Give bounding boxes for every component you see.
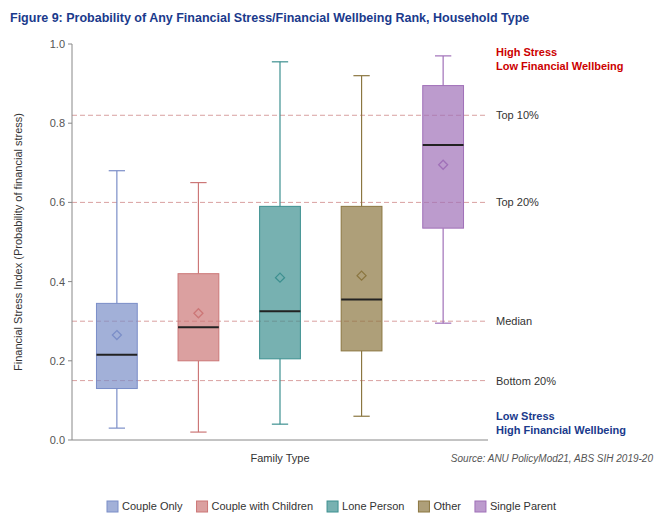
box-group (178, 183, 219, 432)
chart: Figure 9: Probability of Any Financial S… (0, 0, 663, 526)
mean-marker (357, 271, 366, 280)
whisker-cap (109, 428, 125, 429)
mean-marker (276, 273, 285, 282)
annotation: High StressLow Financial Wellbeing (496, 46, 624, 72)
median (260, 310, 301, 312)
box-group (96, 171, 137, 428)
y-tick-label: 0.6 (50, 196, 65, 208)
whisker-cap (190, 182, 206, 183)
mean-marker (439, 160, 448, 169)
box (260, 206, 301, 358)
median (423, 144, 464, 146)
y-tick (68, 123, 72, 124)
y-tick-label: 0.0 (50, 434, 65, 446)
legend-label: Couple with Children (212, 500, 314, 512)
median (178, 326, 219, 328)
whisker (361, 351, 362, 416)
whisker (198, 361, 199, 432)
legend-label: Other (433, 500, 461, 512)
box-group (341, 76, 382, 417)
whisker (361, 76, 362, 207)
y-tick (68, 281, 72, 282)
box-group (260, 62, 301, 424)
whisker-cap (353, 75, 369, 76)
legend-label: Lone Person (342, 500, 404, 512)
legend-swatch (107, 501, 118, 512)
y-tick (68, 44, 72, 45)
whisker (116, 389, 117, 429)
mean-marker (194, 309, 203, 318)
legend-swatch (418, 501, 429, 512)
annotation: Low StressHigh Financial Wellbeing (496, 410, 626, 436)
box (423, 86, 464, 229)
whisker-cap (353, 416, 369, 417)
reference-label: Median (496, 315, 532, 327)
median (96, 354, 137, 356)
legend-swatch (475, 501, 486, 512)
legend-swatch (327, 501, 338, 512)
source: Source: ANU PolicyMod21, ABS SIH 2019-20 (451, 453, 654, 464)
y-tick-label: 1.0 (50, 38, 65, 50)
y-axis-label: Financial Stress Index (Probability of f… (12, 113, 24, 371)
whisker-cap (109, 170, 125, 171)
whisker-cap (435, 55, 451, 56)
box-group (423, 56, 464, 323)
box (96, 303, 137, 388)
whisker-cap (272, 424, 288, 425)
whisker (279, 62, 280, 207)
y-tick (68, 360, 72, 361)
whisker (198, 183, 199, 274)
whisker (443, 228, 444, 323)
reference-label: Top 10% (496, 109, 539, 121)
reference-label: Top 20% (496, 196, 539, 208)
whisker (116, 171, 117, 304)
whisker (443, 56, 444, 86)
y-tick-label: 0.4 (50, 276, 65, 288)
mean-marker (112, 331, 121, 340)
box (178, 274, 219, 361)
whisker-cap (272, 61, 288, 62)
y-tick-label: 0.2 (50, 355, 65, 367)
y-tick-label: 0.8 (50, 117, 65, 129)
whisker-cap (435, 323, 451, 324)
y-axis (72, 44, 73, 440)
legend-swatch (197, 501, 208, 512)
whisker (279, 359, 280, 424)
plot-area (72, 56, 488, 432)
y-tick (68, 202, 72, 203)
legend: Couple Only Couple with Children Lone Pers… (107, 500, 556, 512)
median (341, 298, 382, 300)
y-tick (68, 440, 72, 441)
title: Figure 9: Probability of Any Financial S… (10, 11, 529, 25)
box (341, 206, 382, 351)
legend-label: Single Parent (490, 500, 556, 512)
legend-label: Couple Only (122, 500, 183, 512)
x-axis-label: Family Type (250, 452, 309, 464)
reference-label: Bottom 20% (496, 375, 556, 387)
whisker-cap (190, 431, 206, 432)
x-axis (72, 440, 488, 441)
